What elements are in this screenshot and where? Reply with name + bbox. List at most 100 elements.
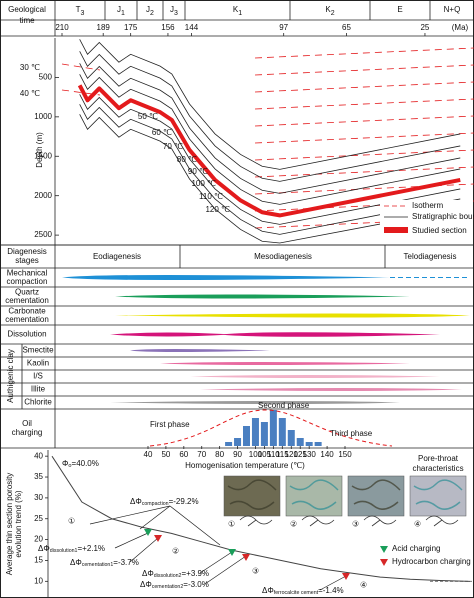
label: time <box>19 16 35 25</box>
legend-label: Isotherm <box>412 201 443 210</box>
y-tick-label: 35 <box>34 472 43 481</box>
x-tick-label: 90 <box>233 450 242 459</box>
x-tick-label: 125 <box>294 450 308 459</box>
y-tick-label: 25 <box>34 514 43 523</box>
isotherm-label: 60 ℃ <box>152 128 172 137</box>
clay-label: Chlorite <box>24 398 52 407</box>
annotation-arrow <box>204 555 247 585</box>
label: Diagenesis <box>7 247 47 256</box>
annotation: ΔΦdissolution1=+2.1% <box>38 544 105 554</box>
photo-texture <box>413 479 463 510</box>
period-name: T <box>76 5 81 14</box>
period: E <box>397 5 402 14</box>
age-label: 156 <box>161 23 175 32</box>
photo-label: ④ <box>414 520 421 529</box>
clay-label: Smectite <box>22 346 54 355</box>
porosity-curve <box>51 455 471 582</box>
y-tick-label: 1500 <box>34 151 52 160</box>
annotation: ΔΦdissolution2=+3.9% <box>142 569 209 579</box>
phase-label: First phase <box>150 420 190 429</box>
charging-marker <box>242 554 250 561</box>
bell-curve <box>149 409 393 447</box>
axis-title: Homogenisation temperature (℃) <box>185 461 305 470</box>
spindle <box>190 375 440 378</box>
x-tick-label: 130 <box>303 450 317 459</box>
isotherm-label: 30 ℃ <box>20 63 40 72</box>
annotation-arrow <box>319 575 347 591</box>
bar <box>269 410 277 446</box>
bar <box>278 418 286 446</box>
annotation: ΔΦcompaction=-29.2% <box>130 497 199 507</box>
isotherm-line <box>254 149 474 161</box>
x-tick-label: 60 <box>179 450 188 459</box>
x-tick-label: 100 <box>249 450 263 459</box>
spindle <box>110 401 400 404</box>
stratigraphic-boundary <box>79 114 461 244</box>
period-sub: 1 <box>121 10 125 17</box>
annotation-sub: cementation1 <box>82 562 114 568</box>
isotherm-line <box>254 81 474 93</box>
process-label: compaction <box>7 277 48 286</box>
spindle <box>220 332 440 337</box>
photo-label: ③ <box>352 520 359 529</box>
isotherm-label: 120 ℃ <box>205 205 230 214</box>
period: J1 <box>117 5 125 17</box>
annotation-symbol: ΔΦ <box>70 558 82 567</box>
stratigraphic-boundary <box>79 104 461 235</box>
period-name: E <box>397 5 402 14</box>
annotation: ΔΦcementation2=-3.0% <box>140 580 209 590</box>
annotation-symbol: Φ <box>62 459 68 468</box>
y-tick-label: 1000 <box>34 112 52 121</box>
isotherm-line <box>61 63 101 71</box>
stage-label: Eodiagenesis <box>93 252 141 261</box>
x-tick-label: 40 <box>144 450 153 459</box>
bar <box>225 442 233 446</box>
x-tick-label: 110 <box>267 450 280 459</box>
bar <box>314 442 322 446</box>
bar <box>287 430 295 446</box>
isotherm-label: 100 ℃ <box>191 179 216 188</box>
period-sub: 2 <box>150 10 154 17</box>
annotation-sub: o <box>68 463 71 469</box>
period-sub: 3 <box>174 10 178 17</box>
pore-throat-sketch <box>239 515 273 527</box>
age-label: 97 <box>279 23 288 32</box>
stage-marker: ② <box>172 547 179 556</box>
stage-marker: ③ <box>252 567 259 576</box>
spindle <box>62 275 390 280</box>
annotation-sub: ferrocalcite cement <box>274 590 319 596</box>
process-label: cementation <box>5 315 49 324</box>
spindle <box>160 362 410 365</box>
isotherm-label: 80 ℃ <box>177 155 197 164</box>
x-tick-label: 150 <box>338 450 352 459</box>
isotherm-label: 50 ℃ <box>138 112 158 121</box>
x-tick-label: 140 <box>320 450 334 459</box>
legend-swatch <box>384 227 408 233</box>
isotherm-label: 40 ℃ <box>20 89 40 98</box>
process-label: Quartz <box>15 287 39 296</box>
legend-label: Stratigraphic boundry <box>412 212 474 221</box>
annotation-text: =40.0% <box>72 459 99 468</box>
period: N+Q <box>444 5 461 14</box>
isotherm-line <box>254 64 474 76</box>
stratigraphic-boundary <box>79 51 461 182</box>
x-tick-label: 70 <box>197 450 206 459</box>
annotation-arrow <box>89 505 171 525</box>
photo-label: ① <box>228 520 235 529</box>
annotation: Φo=40.0% <box>62 459 99 469</box>
x-tick-label: 120 <box>285 450 299 459</box>
annotation-arrow <box>169 505 221 546</box>
annotation: ΔΦcementation1=-3.7% <box>70 558 139 568</box>
y-tick-label: 15 <box>34 556 43 565</box>
annotation-arrow <box>114 532 149 549</box>
x-tick-label: 115 <box>276 450 289 459</box>
photo-texture <box>289 479 339 510</box>
annotation-text: =-3.0% <box>183 580 209 589</box>
isotherm-label: 110 ℃ <box>199 192 223 201</box>
stage-label: Mesodiagenesis <box>254 252 312 261</box>
phase-label: Second phase <box>258 401 310 410</box>
label: Geological <box>8 5 46 14</box>
age-label: 144 <box>185 23 199 32</box>
annotation-sub: dissolution2 <box>154 573 182 579</box>
